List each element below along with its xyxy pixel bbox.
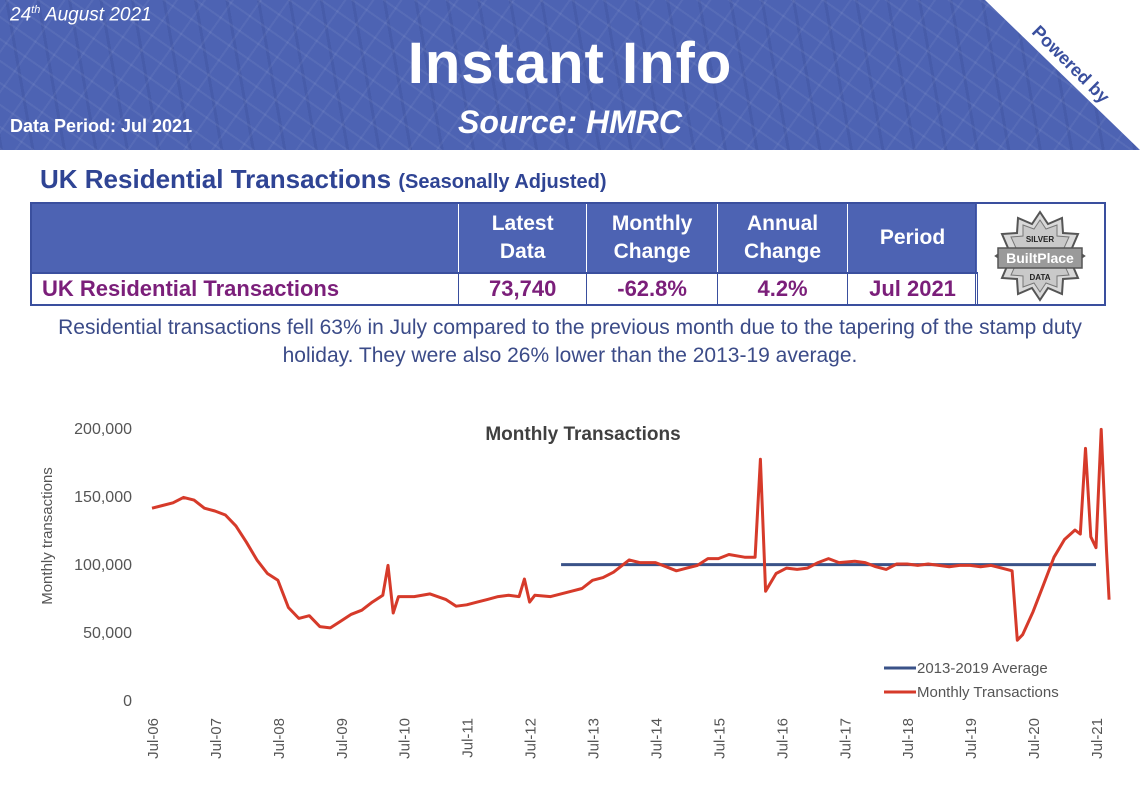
date-day: 24: [10, 4, 32, 26]
badge-seal-icon: SILVER BuiltPlace DATA: [994, 210, 1086, 302]
cell-period: Jul 2021: [847, 272, 978, 304]
legend-label: 2013-2019 Average: [917, 660, 1048, 677]
y-axis-label: Monthly transactions: [39, 467, 56, 605]
y-tick-label: 50,000: [83, 625, 132, 642]
x-tick-label: Jul-06: [145, 718, 162, 759]
x-tick-label: Jul-21: [1089, 718, 1106, 759]
silver-data-badge: SILVER BuiltPlace DATA: [975, 204, 1104, 304]
cell-annual-change: 4.2%: [717, 272, 849, 304]
x-tick-label: Jul-07: [208, 718, 225, 759]
header-empty: [32, 204, 460, 273]
source-label: Source: HMRC: [457, 104, 682, 140]
section-subtitle: (Seasonally Adjusted): [398, 171, 607, 193]
x-tick-label: Jul-20: [1026, 718, 1043, 759]
page-title: Instant Info: [407, 31, 733, 96]
x-tick-label: Jul-17: [837, 718, 854, 759]
date-suffix: th: [31, 4, 41, 16]
x-tick-label: Jul-08: [271, 718, 288, 759]
chart-legend: 2013-2019 Average Monthly Transactions: [884, 660, 1059, 701]
x-tick-label: Jul-16: [774, 718, 791, 759]
x-tick-label: Jul-13: [586, 718, 603, 759]
x-tick-label: Jul-12: [523, 718, 540, 759]
header-period: Period: [847, 204, 978, 273]
summary-table: Latest Data Monthly Change Annual Change Pe…: [30, 202, 1106, 306]
badge-bottom-text: DATA: [1029, 273, 1050, 282]
transactions-line-chart: Monthly Transactions Monthly transaction…: [39, 421, 1111, 759]
section-title: UK Residential Transactions (Seasonally …: [40, 164, 607, 195]
header-banner: 24th August 2021 Instant Info Source: HM…: [0, 0, 1140, 150]
x-tick-label: Jul-09: [334, 718, 351, 759]
chart-axes: 0 50,000 100,000 150,000 200,000 Jul-06 Jul-07…: [74, 421, 1106, 759]
badge-top-text: SILVER: [1026, 235, 1055, 244]
x-tick-label: Jul-14: [648, 718, 665, 759]
y-tick-label: 0: [123, 693, 132, 710]
summary-text: Residential transactions fell 63% in Jul…: [58, 316, 1082, 367]
badge-middle-text: BuiltPlace: [1006, 250, 1074, 266]
header-latest-data: Latest Data: [458, 204, 588, 273]
x-tick-label: Jul-18: [900, 718, 917, 759]
header-annual-change: Annual Change: [717, 204, 849, 273]
row-label: UK Residential Transactions: [32, 272, 460, 304]
x-tick-label: Jul-19: [963, 718, 980, 759]
table-header-row: Latest Data Monthly Change Annual Change Pe…: [32, 204, 978, 273]
header-monthly-change: Monthly Change: [586, 204, 719, 273]
y-tick-label: 150,000: [74, 489, 132, 506]
chart-series: [151, 427, 1111, 642]
legend-label: Monthly Transactions: [917, 684, 1059, 701]
y-tick-label: 200,000: [74, 421, 132, 438]
x-tick-label: Jul-15: [711, 718, 728, 759]
y-tick-label: 100,000: [74, 557, 132, 574]
cell-monthly-change: -62.8%: [586, 272, 719, 304]
x-tick-label: Jul-10: [397, 718, 414, 759]
monthly-transactions-line: [151, 427, 1111, 642]
report-date: 24th August 2021: [10, 4, 152, 26]
date-month-year: August 2021: [40, 4, 152, 26]
data-period: Data Period: Jul 2021: [10, 116, 193, 136]
section-title-main: UK Residential Transactions: [40, 164, 392, 194]
x-tick-label: Jul-11: [460, 718, 477, 758]
chart-title: Monthly Transactions: [485, 424, 680, 445]
table-row: UK Residential Transactions 73,740 -62.8…: [32, 272, 978, 304]
cell-latest-data: 73,740: [458, 272, 588, 304]
